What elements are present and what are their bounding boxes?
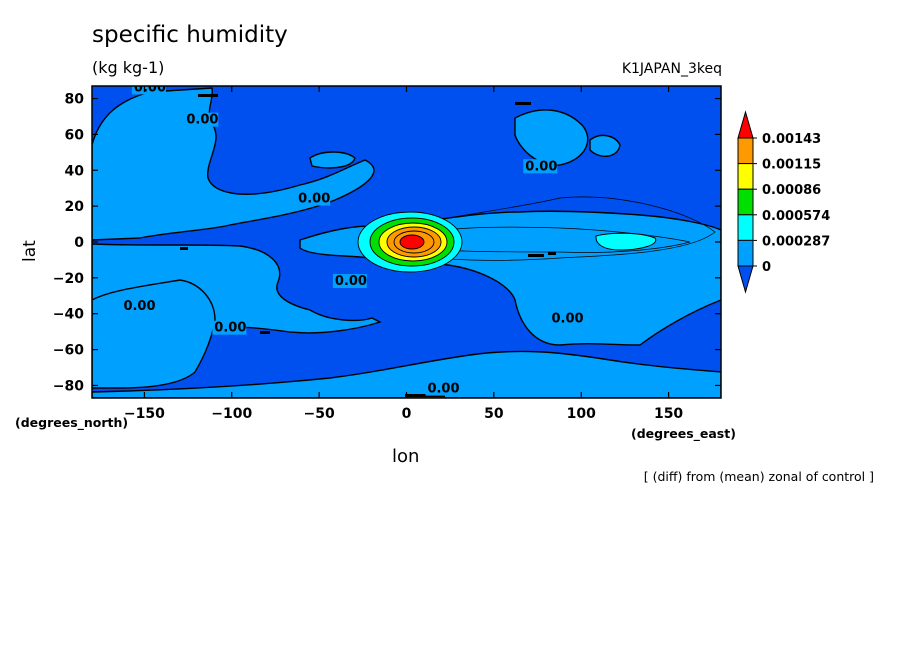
level2-patch-east <box>595 232 657 251</box>
contour-label: 0.00 <box>298 192 330 207</box>
contour-label-bg <box>121 299 156 314</box>
dash-6 <box>180 247 188 250</box>
dash-5 <box>405 394 445 397</box>
colorbar-label: 0.000574 <box>762 209 830 224</box>
dash-4 <box>548 252 556 255</box>
y-tick-label: −20 <box>53 271 84 287</box>
x-tick-label: 150 <box>654 406 683 422</box>
contour-label: 0.00 <box>214 321 246 336</box>
y-tick-label: −60 <box>53 343 84 359</box>
y-tick-label: 20 <box>65 199 85 215</box>
colorbar-extend-bottom <box>737 265 754 294</box>
colorbar-segment <box>737 163 754 190</box>
x-tick-label: −100 <box>211 406 252 422</box>
contour-label: 0.00 <box>123 299 155 314</box>
colorbar-label: 0.00115 <box>762 158 821 173</box>
colorbar-segment <box>737 214 754 241</box>
contour-label-bg <box>425 381 460 396</box>
contour-label: 0.00 <box>427 382 459 397</box>
x-axis-ticks: −150 −100 −50 0 50 100 150 <box>124 86 683 422</box>
contour-label-bg <box>549 311 584 326</box>
region-east-north <box>514 109 589 166</box>
diff-note: [ (diff) from (mean) zonal of control ] <box>643 469 874 484</box>
central-anomaly <box>357 211 463 273</box>
y-tick-label: −40 <box>53 307 84 323</box>
colorbar-label: 0.00086 <box>762 183 821 198</box>
x-tick-label: −150 <box>124 406 165 422</box>
y-axis-ticks: −80 −60 −40 −20 0 20 40 60 80 <box>53 92 721 394</box>
thin-contour-1 <box>369 196 716 261</box>
colorbar-segment <box>737 188 754 216</box>
x-tick-label: 0 <box>402 406 412 422</box>
contour-label-bg <box>332 274 367 289</box>
contour-label: 0.00 <box>335 274 367 289</box>
x-tick-label: 50 <box>484 406 504 422</box>
contour-label: 0.00 <box>525 159 557 174</box>
y-tick-label: 0 <box>74 235 84 251</box>
y-tick-label: 80 <box>65 92 85 108</box>
contour-labels: 0.00 0.00 0.00 0.00 0.00 0.00 0.00 0.00 0.00 <box>121 80 584 397</box>
x-unit-label: (degrees_east) <box>631 426 736 441</box>
dash-3 <box>528 254 544 257</box>
anomaly-ring-6 <box>399 234 425 250</box>
x-axis-label: lon <box>392 446 420 467</box>
dash-1 <box>198 94 218 97</box>
colorbar-label: 0.000287 <box>762 234 830 249</box>
contour-label: 0.00 <box>134 80 166 95</box>
y-tick-label: 60 <box>65 127 85 143</box>
contour-label-bg <box>523 159 558 174</box>
thin-contour-2 <box>378 226 691 253</box>
contour-label-bg <box>212 320 247 335</box>
colorbar-segment <box>737 137 754 165</box>
contour-label-bg <box>131 86 166 95</box>
colorbar: 0.00143 0.00115 0.00086 0.000574 0.000287 0 <box>737 110 830 294</box>
dash-7 <box>260 331 270 334</box>
colorbar-segment <box>737 239 754 267</box>
colorbar-label: 0 <box>762 260 771 275</box>
chart-title: specific humidity <box>92 22 288 48</box>
chart-units: (kg kg-1) <box>92 58 165 77</box>
contour-label: 0.00 <box>186 113 218 128</box>
y-tick-label: 40 <box>65 163 85 179</box>
region-south-strip <box>92 350 721 398</box>
colorbar-label: 0.00143 <box>762 132 821 147</box>
thin-contours <box>369 196 716 261</box>
run-name: K1JAPAN_3keq <box>621 61 722 77</box>
contour-label-bg <box>296 191 331 206</box>
colorbar-extend-top <box>737 110 754 139</box>
contour-label-bg <box>184 112 219 127</box>
contour-label: 0.00 <box>552 312 584 327</box>
region-north-mid <box>309 151 356 169</box>
y-unit-label: (degrees_north) <box>15 415 129 430</box>
small-features <box>180 94 556 397</box>
y-tick-label: −80 <box>53 378 84 394</box>
contour-field: 0.00 0.00 0.00 0.00 0.00 0.00 0.00 0.00 0.00 <box>92 80 721 398</box>
x-tick-label: −50 <box>304 406 335 422</box>
x-tick-label: 100 <box>567 406 596 422</box>
region-north-east <box>589 134 621 157</box>
dash-2 <box>515 102 531 105</box>
